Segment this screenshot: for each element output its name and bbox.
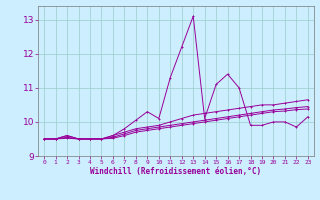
X-axis label: Windchill (Refroidissement éolien,°C): Windchill (Refroidissement éolien,°C) (91, 167, 261, 176)
